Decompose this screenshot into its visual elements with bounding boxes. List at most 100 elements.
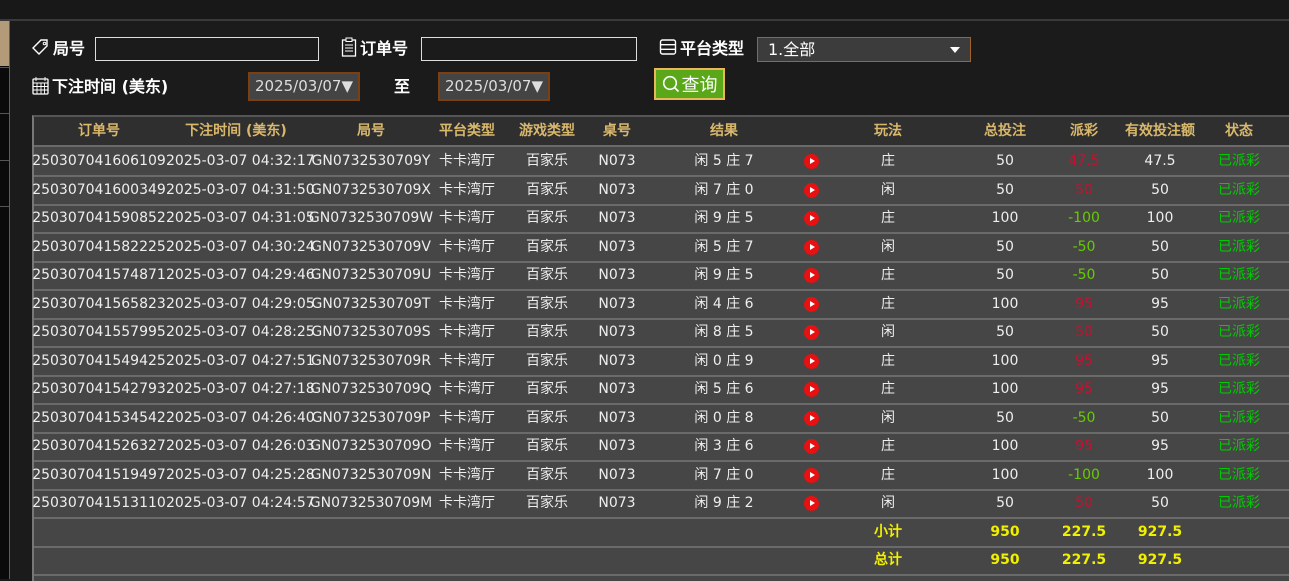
bet-time-cell: 2025-03-07 04:28:25 bbox=[166, 324, 315, 340]
date-to-picker[interactable]: 2025/03/07▼ bbox=[438, 72, 550, 101]
order-id-cell: 250307041606109 bbox=[32, 153, 166, 169]
play-icon[interactable] bbox=[804, 182, 819, 198]
sidebar bbox=[0, 21, 10, 579]
game-type-cell: 百家乐 bbox=[526, 153, 568, 169]
platform-cell: 卡卡湾厅 bbox=[439, 466, 495, 483]
column-header-result[interactable]: 结果 bbox=[710, 123, 738, 139]
bet-type-cell: 庄 bbox=[881, 267, 895, 283]
grand-total-total-bet: 950 bbox=[990, 552, 1020, 568]
result-cell: 闲 9 庄 5 bbox=[694, 210, 754, 226]
bet-time-cell: 2025-03-07 04:32:17 bbox=[166, 153, 315, 169]
play-icon[interactable] bbox=[804, 268, 819, 283]
play-icon[interactable] bbox=[804, 410, 819, 426]
result-cell: 闲 7 庄 0 bbox=[694, 466, 754, 483]
table-no-cell: N073 bbox=[598, 352, 636, 369]
column-header-game-type[interactable]: 游戏类型 bbox=[519, 123, 575, 139]
round-input[interactable] bbox=[95, 37, 319, 61]
platform-cell: 卡卡湾厅 bbox=[439, 324, 495, 340]
bet-time-label: 下注时间 (美东) bbox=[32, 73, 168, 97]
platform-select[interactable]: 1.全部 bbox=[757, 37, 971, 62]
bet-type-cell: 庄 bbox=[881, 352, 895, 369]
order-id-cell: 250307041519497 bbox=[32, 466, 166, 483]
status-cell: 已派彩 bbox=[1218, 295, 1260, 312]
play-icon[interactable] bbox=[804, 496, 819, 511]
bet-time-cell: 2025-03-07 04:25:28 bbox=[166, 466, 315, 483]
play-icon[interactable] bbox=[804, 154, 819, 169]
play-icon[interactable] bbox=[804, 382, 819, 397]
table-no-cell: N073 bbox=[598, 267, 636, 283]
round-id-cell: GN0732530709Y bbox=[311, 153, 431, 169]
table-no-cell: N073 bbox=[598, 324, 636, 340]
play-icon[interactable] bbox=[804, 296, 819, 312]
payout-cell: 50 bbox=[1075, 324, 1093, 340]
game-type-cell: 百家乐 bbox=[526, 495, 568, 511]
round-id-cell: GN0732530709U bbox=[310, 267, 432, 283]
column-header-round-id[interactable]: 局号 bbox=[357, 123, 385, 139]
result-cell: 闲 5 庄 7 bbox=[694, 238, 754, 255]
column-header-bet-time[interactable]: 下注时间 (美东) bbox=[185, 123, 287, 139]
play-icon[interactable] bbox=[804, 439, 819, 454]
game-type-cell: 百家乐 bbox=[526, 210, 568, 226]
game-type-cell: 百家乐 bbox=[526, 238, 568, 255]
bet-time-cell: 2025-03-07 04:31:50 bbox=[166, 181, 315, 198]
play-icon[interactable] bbox=[804, 239, 819, 255]
bet-time-cell: 2025-03-07 04:30:24 bbox=[166, 238, 315, 255]
column-header-bet-type[interactable]: 玩法 bbox=[874, 123, 902, 139]
round-id-cell: GN0732530709M bbox=[309, 495, 433, 511]
play-icon[interactable] bbox=[804, 211, 819, 226]
divider bbox=[0, 67, 9, 68]
game-type-cell: 百家乐 bbox=[526, 438, 568, 454]
platform-cell: 卡卡湾厅 bbox=[439, 267, 495, 283]
platform-label: 平台类型 bbox=[659, 35, 744, 59]
total-bet-cell: 100 bbox=[991, 210, 1019, 226]
payout-cell: 95 bbox=[1075, 381, 1093, 397]
game-type-cell: 百家乐 bbox=[526, 409, 568, 426]
table-row: 250307041565823 2025-03-07 04:29:05 GN0732… bbox=[32, 290, 1289, 320]
bet-time-cell: 2025-03-07 04:29:05 bbox=[166, 295, 315, 312]
column-header-table-no[interactable]: 桌号 bbox=[603, 123, 631, 139]
search-button[interactable]: 查询 bbox=[654, 68, 725, 100]
bet-time-cell: 2025-03-07 04:27:18 bbox=[166, 381, 315, 397]
bet-type-cell: 庄 bbox=[881, 295, 895, 312]
tag-icon bbox=[32, 39, 48, 55]
table-no-cell: N073 bbox=[598, 495, 636, 511]
to-label: 至 bbox=[394, 77, 411, 96]
subtotal-label: 小计 bbox=[874, 523, 902, 540]
column-header-platform[interactable]: 平台类型 bbox=[439, 123, 495, 139]
table-no-cell: N073 bbox=[598, 238, 636, 255]
bet-time-cell: 2025-03-07 04:27:51 bbox=[166, 352, 315, 369]
sidebar-active-tab[interactable] bbox=[0, 21, 9, 66]
divider bbox=[0, 160, 9, 161]
table-row: 250307041534542 2025-03-07 04:26:40 GN0732… bbox=[32, 404, 1289, 434]
payout-cell: -100 bbox=[1068, 210, 1100, 226]
round-id-cell: GN0732530709T bbox=[311, 295, 431, 312]
column-header-order-id[interactable]: 订单号 bbox=[78, 123, 120, 139]
platform-cell: 卡卡湾厅 bbox=[439, 438, 495, 454]
column-header-valid-bet[interactable]: 有效投注额 bbox=[1125, 123, 1195, 139]
date-from-picker[interactable]: 2025/03/07▼ bbox=[248, 72, 360, 101]
platform-cell: 卡卡湾厅 bbox=[439, 495, 495, 511]
column-header-status[interactable]: 状态 bbox=[1225, 123, 1253, 139]
status-cell: 已派彩 bbox=[1218, 466, 1260, 483]
valid-bet-cell: 50 bbox=[1151, 238, 1169, 255]
grand-total-payout: 227.5 bbox=[1061, 552, 1107, 568]
payout-cell: 50 bbox=[1075, 181, 1093, 198]
play-icon[interactable] bbox=[804, 353, 819, 369]
column-header-total-bet[interactable]: 总投注 bbox=[984, 123, 1026, 139]
table-row: 250307041513110 2025-03-07 04:24:57 GN0732… bbox=[32, 489, 1289, 519]
order-input[interactable] bbox=[421, 37, 637, 61]
play-icon[interactable] bbox=[804, 325, 819, 340]
result-cell: 闲 0 庄 9 bbox=[694, 352, 754, 369]
subtotal-row: 小计 950 227.5 927.5 bbox=[34, 518, 1289, 548]
payout-cell: 95 bbox=[1075, 438, 1093, 454]
order-label: 订单号 bbox=[341, 35, 408, 59]
bet-time-cell: 2025-03-07 04:26:03 bbox=[166, 438, 315, 454]
grand-total-label: 总计 bbox=[874, 552, 902, 568]
game-type-cell: 百家乐 bbox=[526, 181, 568, 198]
table-no-cell: N073 bbox=[598, 210, 636, 226]
play-icon[interactable] bbox=[804, 467, 819, 483]
payout-cell: 95 bbox=[1075, 295, 1093, 312]
column-header-payout[interactable]: 派彩 bbox=[1070, 123, 1098, 139]
bet-type-cell: 庄 bbox=[881, 466, 895, 483]
order-id-cell: 250307041534542 bbox=[32, 409, 166, 426]
